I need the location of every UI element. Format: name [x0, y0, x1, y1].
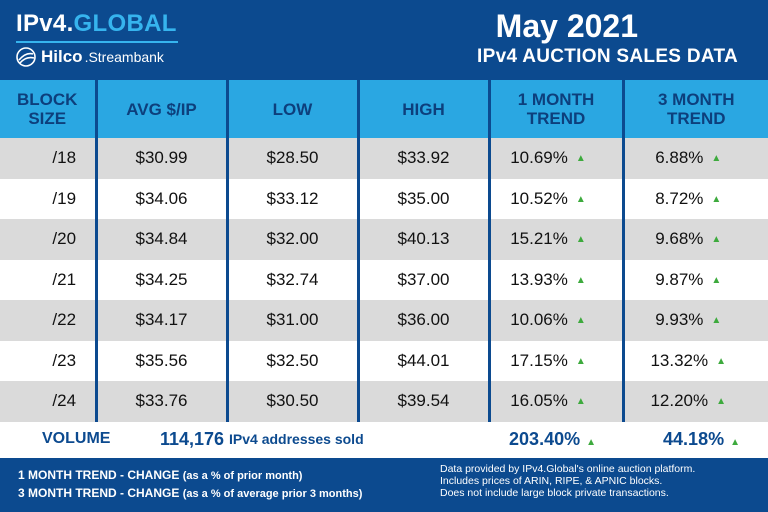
cell-block-size: /22 [0, 300, 98, 341]
cell-3-month-trend: 6.88% ▲ [623, 138, 768, 179]
up-triangle-icon: ▲ [575, 355, 586, 367]
table-row: /19 $34.06 $33.12 $35.00 10.52% ▲ 8.72% ▲ [0, 178, 768, 219]
table-row: /22 $34.17 $31.00 $36.00 10.06% ▲ 9.93% ▲ [0, 300, 768, 341]
cell-3-month-trend: 9.93% ▲ [623, 300, 768, 341]
up-triangle-icon: ▲ [575, 315, 586, 327]
data-source-note: Data provided by IPv4.Global's online au… [440, 463, 696, 499]
legend-1-month: 1 MONTH TREND - CHANGE (as a % of prior … [18, 468, 303, 482]
cell-avg: $34.84 [96, 219, 229, 260]
up-triangle-icon: ▲ [711, 274, 722, 286]
cell-avg: $33.76 [96, 381, 229, 422]
cell-high: $35.00 [358, 178, 491, 219]
up-triangle-icon: ▲ [575, 274, 586, 286]
cell-block-size: /18 [0, 138, 98, 179]
cell-1-month-trend: 13.93% ▲ [489, 259, 625, 300]
cell-3-month-trend: 12.20% ▲ [623, 381, 768, 422]
up-triangle-icon: ▲ [575, 193, 586, 205]
cell-high: $36.00 [358, 300, 491, 341]
volume-value: 114,176 [160, 429, 225, 449]
cell-low: $28.50 [227, 138, 360, 179]
cell-low: $30.50 [227, 381, 360, 422]
cell-avg: $34.17 [96, 300, 229, 341]
volume-3-month-trend: 44.18% ▲ [663, 429, 740, 449]
report-subtitle: IPv4 AUCTION SALES DATA [477, 46, 738, 67]
hilco-wordmark: Hilco [41, 47, 83, 66]
volume-description: IPv4 addresses sold [229, 431, 364, 447]
table-header-row: BLOCK SIZE AVG $/IP LOW HIGH 1 MONTH TREND… [0, 80, 768, 138]
cell-3-month-trend: 13.32% ▲ [623, 340, 768, 381]
cell-high: $33.92 [358, 138, 491, 179]
brand-title-main: IPv4. [16, 10, 74, 37]
up-triangle-icon: ▲ [711, 315, 722, 327]
cell-avg: $34.25 [96, 259, 229, 300]
cell-block-size: /24 [0, 381, 98, 422]
cell-1-month-trend: 10.69% ▲ [489, 138, 625, 179]
up-triangle-icon: ▲ [711, 234, 722, 246]
cell-3-month-trend: 9.87% ▲ [623, 259, 768, 300]
cell-1-month-trend: 10.06% ▲ [489, 300, 625, 341]
auction-sales-table: BLOCK SIZE AVG $/IP LOW HIGH 1 MONTH TREND… [0, 80, 768, 422]
brand-partner: Hilco .Streambank [16, 47, 164, 67]
col-header-1-month-trend: 1 MONTH TREND [489, 80, 625, 138]
table-row: /20 $34.84 $32.00 $40.13 15.21% ▲ 9.68% ▲ [0, 219, 768, 260]
up-triangle-icon: ▲ [575, 396, 586, 408]
col-header-avg: AVG $/IP [96, 80, 229, 138]
volume-row: VOLUME 114,176 IPv4 addresses sold 203.4… [0, 422, 768, 458]
volume-1-month-trend: 203.40% ▲ [509, 429, 596, 449]
cell-1-month-trend: 17.15% ▲ [489, 340, 625, 381]
cell-high: $39.54 [358, 381, 491, 422]
cell-low: $32.50 [227, 340, 360, 381]
cell-block-size: /21 [0, 259, 98, 300]
globe-icon [16, 47, 36, 67]
table-row: /18 $30.99 $28.50 $33.92 10.69% ▲ 6.88% ▲ [0, 138, 768, 179]
cell-block-size: /20 [0, 219, 98, 260]
col-header-low: LOW [227, 80, 360, 138]
legend-3-month: 3 MONTH TREND - CHANGE (as a % of averag… [18, 486, 363, 500]
up-triangle-icon: ▲ [575, 153, 586, 165]
up-triangle-icon: ▲ [716, 355, 727, 367]
up-triangle-icon: ▲ [716, 396, 727, 408]
cell-3-month-trend: 8.72% ▲ [623, 178, 768, 219]
cell-block-size: /19 [0, 178, 98, 219]
cell-low: $32.74 [227, 259, 360, 300]
cell-low: $31.00 [227, 300, 360, 341]
cell-avg: $34.06 [96, 178, 229, 219]
col-header-high: HIGH [358, 80, 491, 138]
col-header-block-size: BLOCK SIZE [0, 80, 98, 138]
cell-avg: $35.56 [96, 340, 229, 381]
table-row: /24 $33.76 $30.50 $39.54 16.05% ▲ 12.20% ▲ [0, 381, 768, 422]
table-row: /23 $35.56 $32.50 $44.01 17.15% ▲ 13.32% ▲ [0, 340, 768, 381]
cell-block-size: /23 [0, 340, 98, 381]
streambank-wordmark: .Streambank [84, 49, 164, 65]
up-triangle-icon: ▲ [730, 437, 740, 448]
up-triangle-icon: ▲ [586, 437, 596, 448]
brand-logo-title: IPv4.GLOBAL [16, 10, 177, 38]
col-header-3-month-trend: 3 MONTH TREND [623, 80, 768, 138]
cell-low: $33.12 [227, 178, 360, 219]
cell-low: $32.00 [227, 219, 360, 260]
cell-high: $40.13 [358, 219, 491, 260]
cell-high: $44.01 [358, 340, 491, 381]
cell-1-month-trend: 10.52% ▲ [489, 178, 625, 219]
report-month: May 2021 [495, 8, 638, 44]
header-banner: IPv4.GLOBAL Hilco .Streambank May 2021 I… [0, 0, 768, 80]
volume-label: VOLUME [42, 430, 111, 447]
table-row: /21 $34.25 $32.74 $37.00 13.93% ▲ 9.87% ▲ [0, 259, 768, 300]
up-triangle-icon: ▲ [711, 153, 722, 165]
brand-divider [16, 41, 178, 43]
cell-3-month-trend: 9.68% ▲ [623, 219, 768, 260]
cell-1-month-trend: 16.05% ▲ [489, 381, 625, 422]
cell-1-month-trend: 15.21% ▲ [489, 219, 625, 260]
up-triangle-icon: ▲ [575, 234, 586, 246]
brand-title-accent: GLOBAL [73, 10, 177, 37]
cell-high: $37.00 [358, 259, 491, 300]
up-triangle-icon: ▲ [711, 193, 722, 205]
footer-banner: 1 MONTH TREND - CHANGE (as a % of prior … [0, 458, 768, 512]
cell-avg: $30.99 [96, 138, 229, 179]
